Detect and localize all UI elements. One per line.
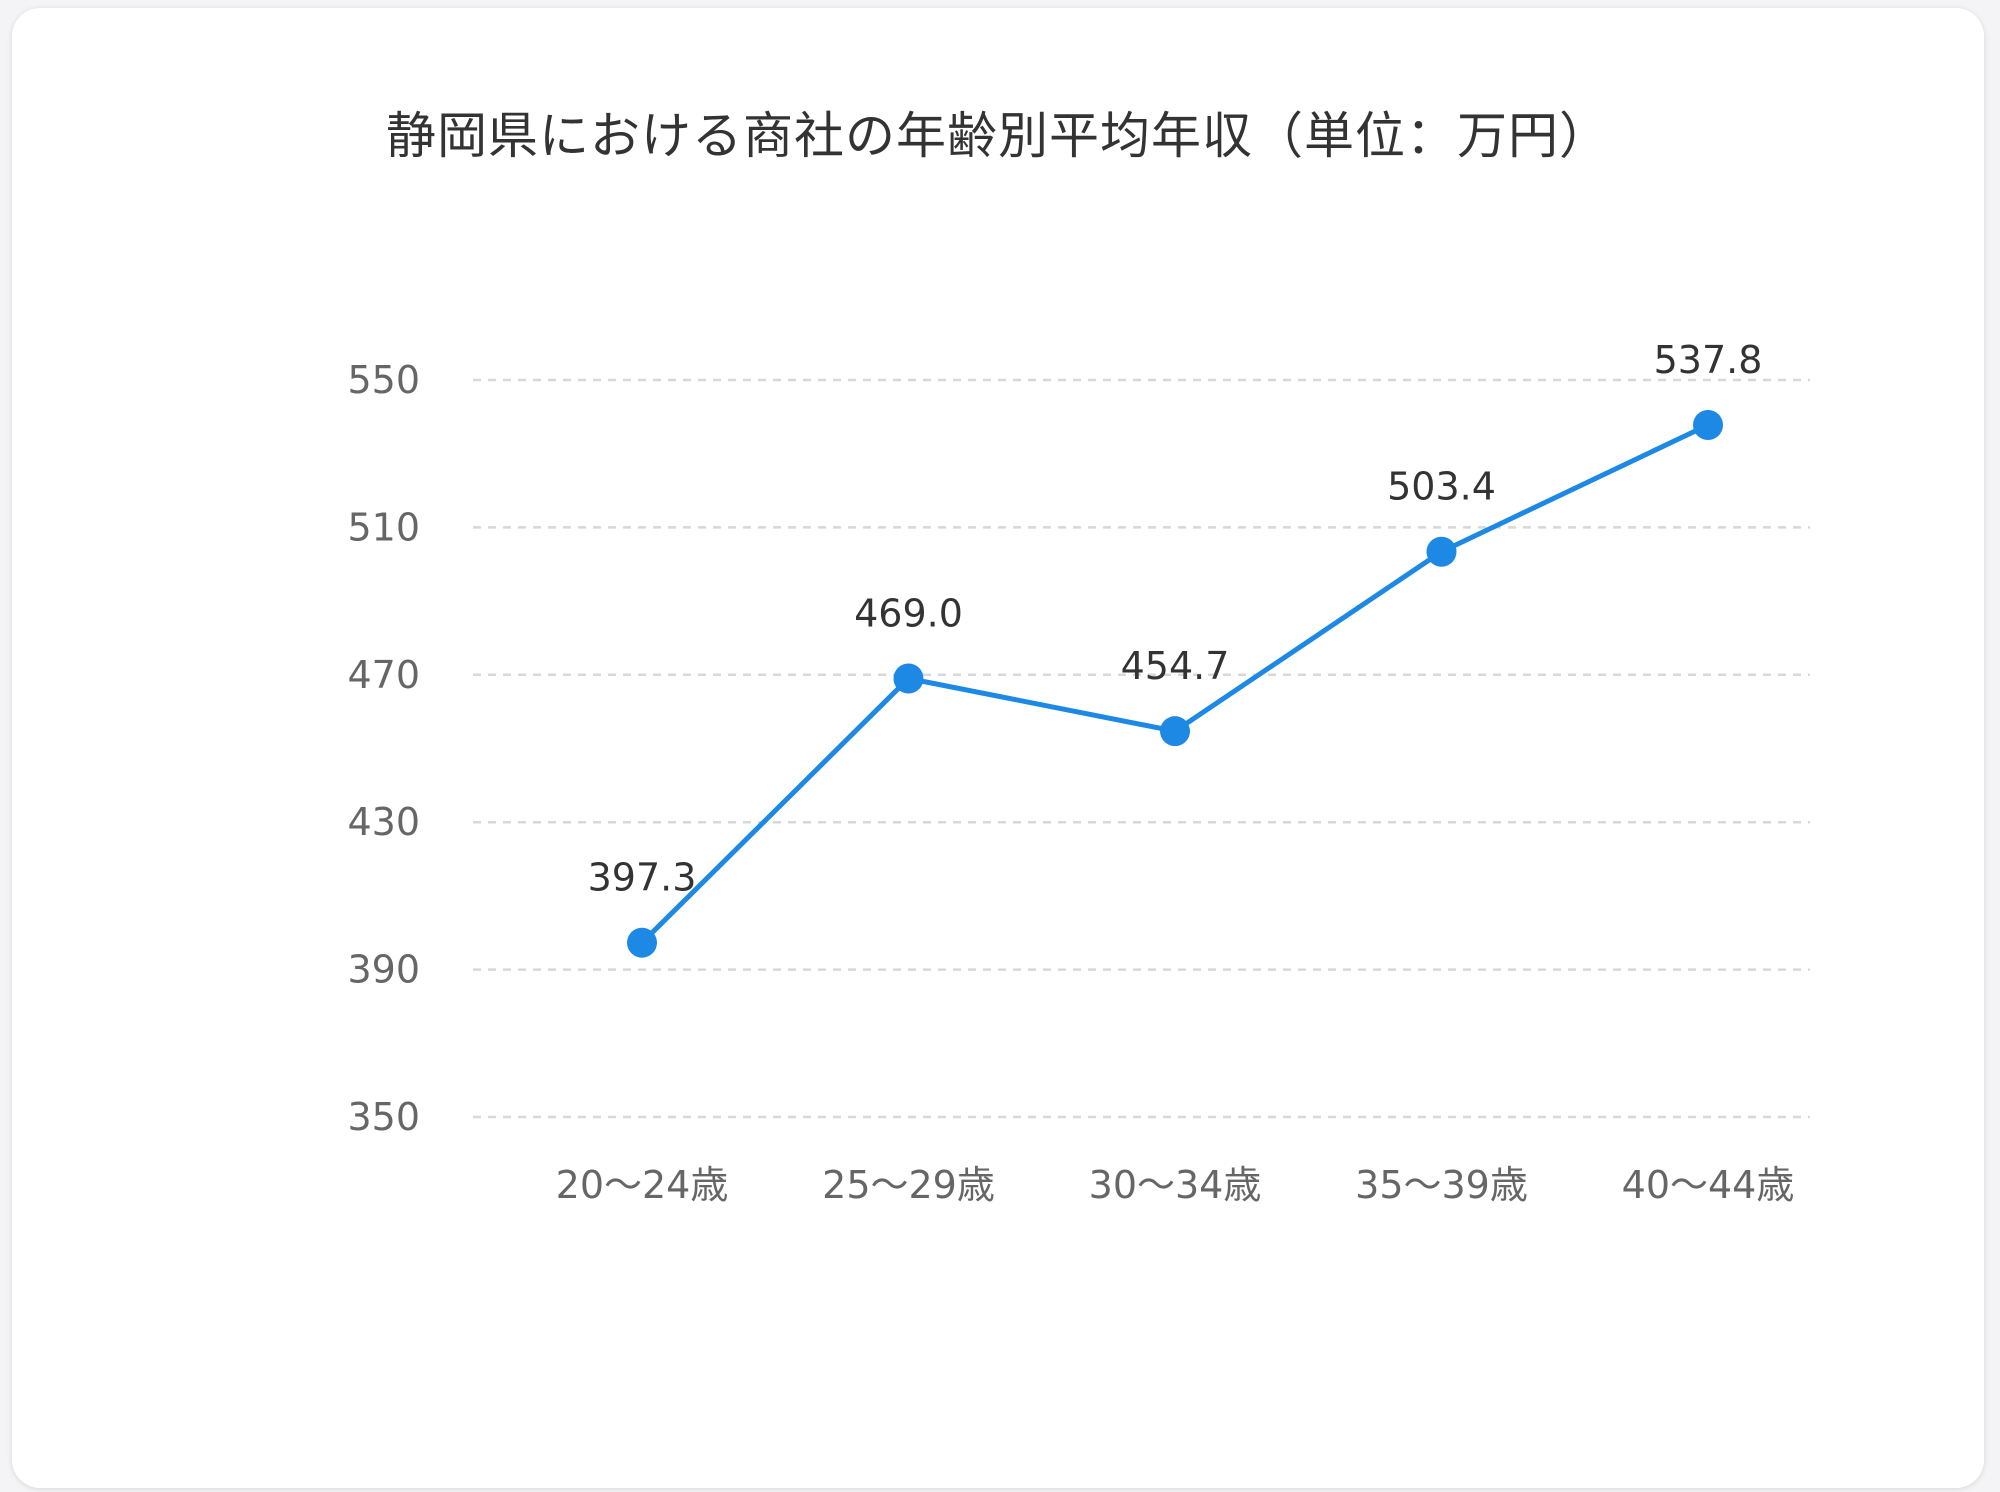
x-category-label: 25〜29歳 (822, 1163, 995, 1207)
data-points (627, 409, 1723, 958)
y-tick-label: 350 (347, 1095, 420, 1139)
y-tick-label: 510 (347, 505, 420, 549)
data-labels: 397.3 469.0 454.7 503.4 537.8 (588, 338, 1763, 900)
y-axis-tick-labels: 350 390 430 470 510 550 (347, 358, 420, 1139)
data-point[interactable] (1426, 536, 1457, 567)
chart-card: 静岡県における商社の年齢別平均年収（単位：万円） (12, 8, 1984, 1488)
data-point[interactable] (1160, 716, 1190, 747)
y-tick-label: 470 (347, 653, 420, 697)
data-label: 469.0 (854, 591, 963, 635)
grid-lines (473, 378, 1810, 1119)
x-axis-category-labels: 20〜24歳 25〜29歳 30〜34歳 35〜39歳 40〜44歳 (556, 1163, 1795, 1207)
x-category-label: 30〜34歳 (1089, 1163, 1262, 1207)
data-label: 454.7 (1121, 644, 1230, 688)
x-category-label: 20〜24歳 (556, 1163, 729, 1207)
y-tick-label: 430 (347, 800, 420, 844)
data-label: 397.3 (588, 856, 697, 900)
data-label: 537.8 (1654, 338, 1763, 382)
data-point[interactable] (1693, 409, 1723, 440)
x-category-label: 35〜39歳 (1355, 1163, 1528, 1207)
x-category-label: 40〜44歳 (1622, 1163, 1795, 1207)
chart-title: 静岡県における商社の年齢別平均年収（単位：万円） (386, 107, 1610, 165)
y-tick-label: 550 (347, 358, 420, 402)
data-point[interactable] (893, 663, 924, 694)
data-label: 503.4 (1387, 465, 1496, 509)
y-tick-label: 390 (347, 948, 420, 992)
data-point[interactable] (627, 927, 657, 958)
